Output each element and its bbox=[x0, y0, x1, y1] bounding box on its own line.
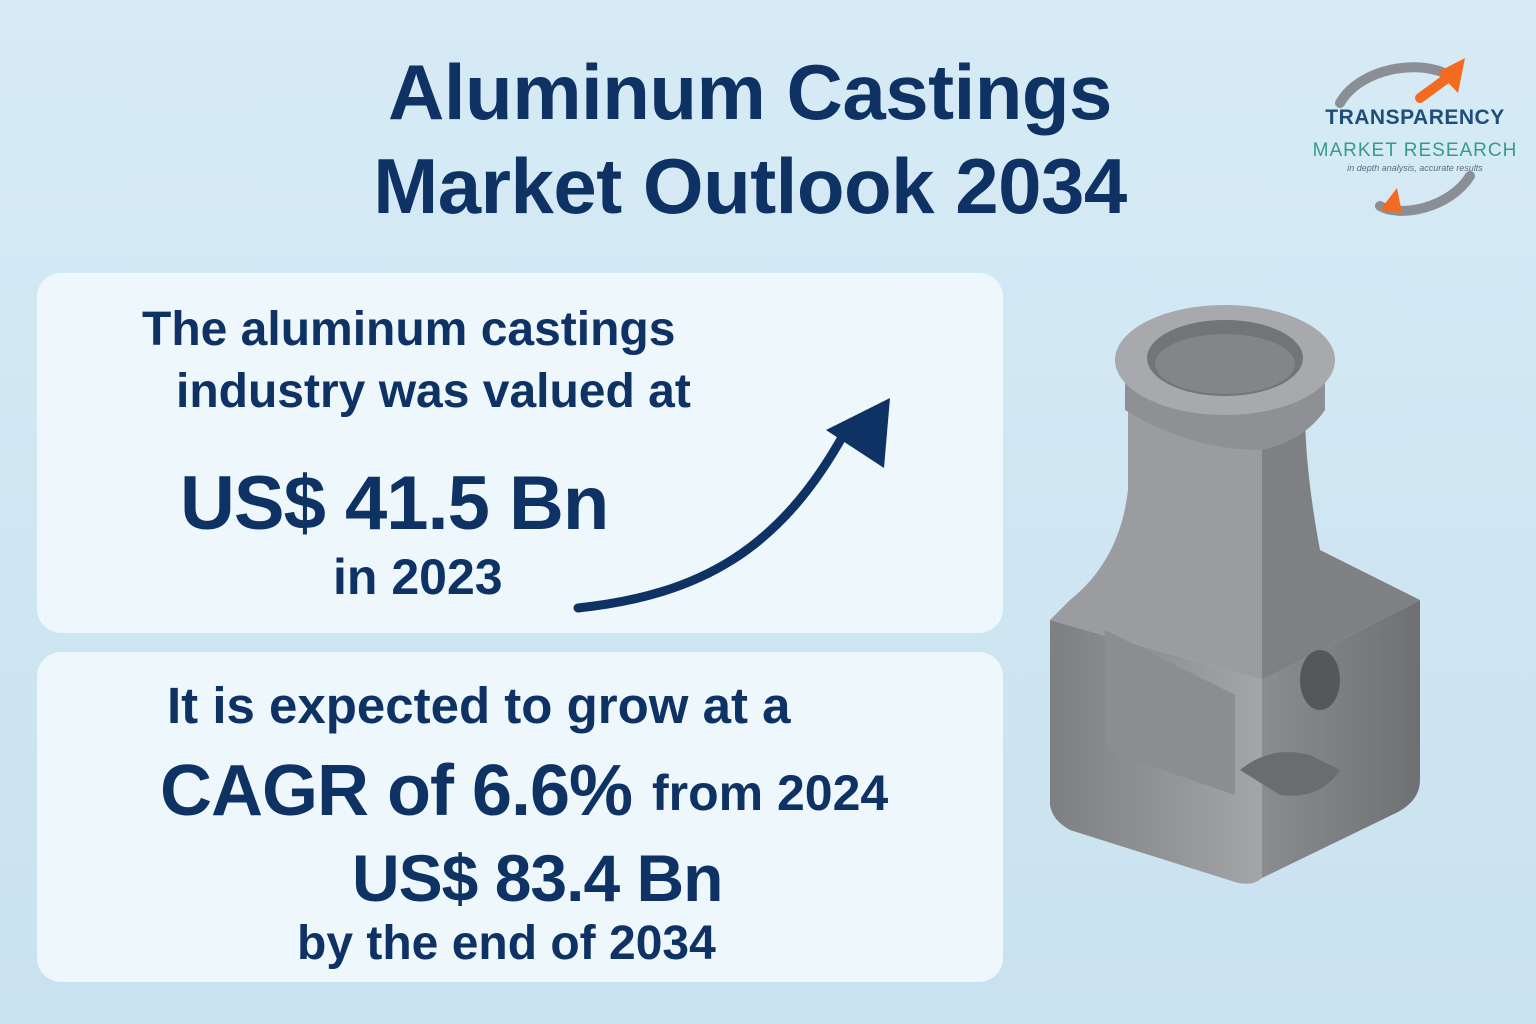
aluminum-casting-illustration bbox=[1050, 305, 1420, 884]
valuation-year: in 2023 bbox=[333, 549, 503, 605]
logo-tagline: in depth analysis, accurate results bbox=[1347, 163, 1483, 173]
valuation-line-1: The aluminum castings bbox=[142, 303, 676, 356]
forecast-end: by the end of 2034 bbox=[297, 917, 716, 970]
growth-line-1: It is expected to grow at a bbox=[167, 677, 791, 734]
valuation-line-2: industry was valued at bbox=[176, 365, 691, 418]
cagr-value: CAGR of 6.6% bbox=[160, 751, 633, 831]
logo-subname: MARKET RESEARCH bbox=[1312, 140, 1518, 161]
logo-name: TRANSPARENCY bbox=[1325, 106, 1505, 129]
title-line-1: Aluminum Castings bbox=[388, 48, 1112, 136]
growth-card bbox=[37, 652, 1003, 982]
page-title: Aluminum Castings Market Outlook 2034 bbox=[300, 45, 1200, 233]
growth-from: from 2024 bbox=[652, 765, 889, 821]
trend-arrow-icon bbox=[573, 398, 890, 613]
forecast-value: US$ 83.4 Bn bbox=[352, 841, 723, 915]
logo-arc-icon bbox=[1335, 58, 1475, 216]
brand-logo: TRANSPARENCY MARKET RESEARCH in depth an… bbox=[1300, 58, 1520, 218]
valuation-value: US$ 41.5 Bn bbox=[180, 461, 609, 546]
valuation-card bbox=[37, 273, 1003, 633]
title-line-2: Market Outlook 2034 bbox=[373, 142, 1127, 230]
